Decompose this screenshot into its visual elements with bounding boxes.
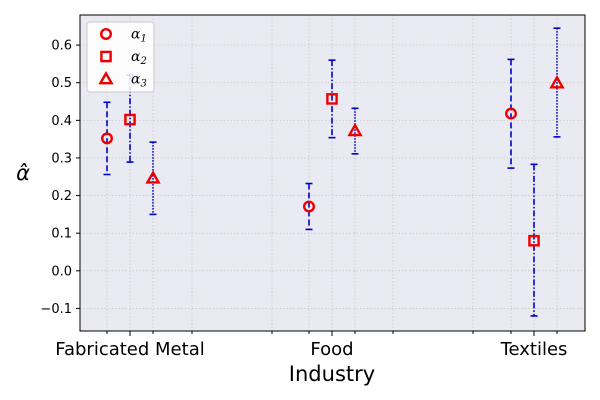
data-point-square [528, 234, 540, 247]
x-axis-ticks: Fabricated Metal Food Textiles [55, 331, 567, 360]
plot-background [80, 15, 585, 331]
y-tick-label: 0.3 [51, 151, 72, 166]
data-point-square [326, 93, 338, 105]
data-point-circle [303, 200, 316, 213]
plot-frame [79, 14, 586, 332]
legend-marker-triangle [98, 70, 114, 85]
y-axis-ticks: 0.6 0.5 0.4 0.3 0.2 0.1 0.0 −0.1 [40, 39, 80, 317]
y-tick-label: −0.1 [40, 302, 72, 317]
data-point-triangle [549, 75, 565, 89]
x-tick-label: Fabricated Metal [55, 339, 204, 360]
y-tick-label: 0.1 [51, 227, 72, 242]
legend-marker-circle [99, 28, 112, 41]
y-tick-label: 0.6 [51, 39, 72, 54]
data-point-square [124, 113, 136, 126]
data-point-circle [505, 107, 518, 120]
x-axis-title: Industry [289, 362, 375, 386]
y-tick-label: 0.0 [51, 264, 72, 279]
y-tick-label: 0.2 [51, 189, 72, 204]
data-markers [100, 75, 565, 247]
x-tick-label: Textiles [500, 339, 568, 360]
data-point-circle [100, 132, 113, 145]
y-axis-title: α̂ [16, 161, 30, 185]
y-tick-label: 0.4 [51, 114, 72, 129]
x-tick-label: Food [310, 339, 353, 360]
legend-marker-square [100, 50, 112, 63]
y-tick-label: 0.5 [51, 76, 72, 91]
data-point-triangle [145, 170, 161, 184]
data-point-triangle [347, 122, 363, 137]
